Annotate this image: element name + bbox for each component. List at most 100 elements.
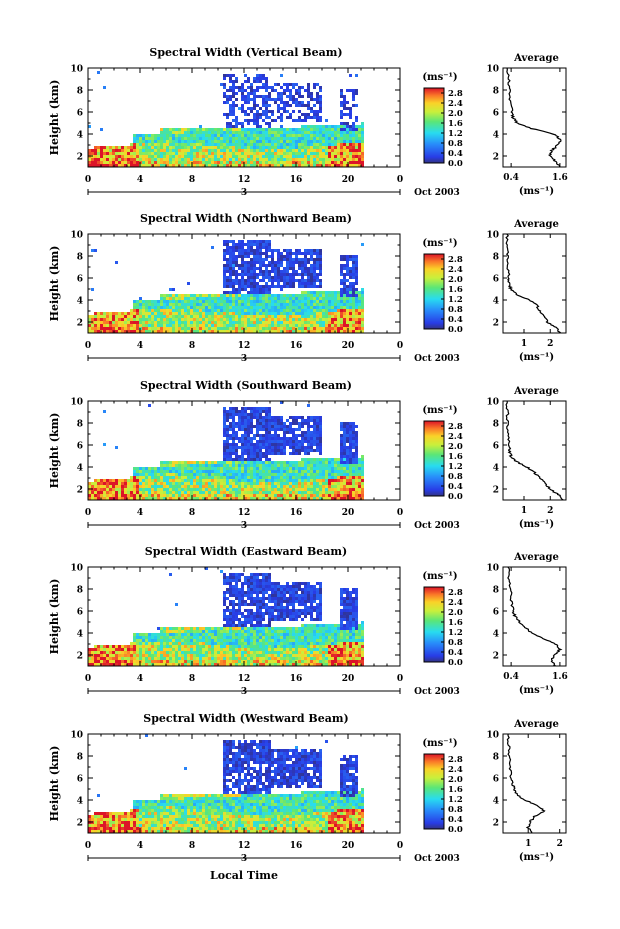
y-tick-label: 4 <box>77 131 83 141</box>
profile-unit: (ms⁻¹) <box>519 852 554 863</box>
x-tick-label: 8 <box>189 674 195 684</box>
panel-title: Spectral Width (Eastward Beam) <box>145 545 347 558</box>
panel-4: Spectral Width (Eastward Beam)0 4 8 12 16 20 0… <box>48 545 568 697</box>
profile-unit: (ms⁻¹) <box>519 519 554 530</box>
profile-y-tick-label: 6 <box>493 608 499 618</box>
colorbar: 0.00.40.81.21.62.02.42.8 (ms⁻¹) <box>422 738 463 835</box>
profile-y-tick-label: 4 <box>493 297 499 307</box>
panel-title: Spectral Width (Northward Beam) <box>140 212 352 225</box>
colorbar-tick-label: 0.0 <box>448 325 463 335</box>
x-tick-label: 0 <box>85 175 91 185</box>
colorbar-tick-label: 2.4 <box>448 432 463 442</box>
profile-y-tick-label: 10 <box>486 731 499 741</box>
x-tick-label: 16 <box>290 508 303 518</box>
profile-x-tick-label: 1.6 <box>552 672 568 682</box>
profile-y-tick-label: 8 <box>493 87 499 97</box>
profile-line <box>506 67 562 168</box>
y-tick-label: 10 <box>70 231 83 241</box>
profile-y-tick-label: 2 <box>493 486 499 496</box>
x-tick-label: 12 <box>238 508 251 518</box>
x-tick-label: 4 <box>137 841 143 851</box>
x-tick-label: 4 <box>137 508 143 518</box>
day-label: 3 <box>241 188 247 198</box>
panel-title: Spectral Width (Southward Beam) <box>140 379 352 392</box>
heatmap-cells <box>88 401 364 500</box>
x-tick-label: 4 <box>137 341 143 351</box>
profile-x-tick-label: 2 <box>547 339 553 349</box>
profile-y-tick-label: 8 <box>493 253 499 263</box>
profile-frame <box>502 566 567 667</box>
profile-title: Average <box>513 53 559 64</box>
y-tick-label: 8 <box>77 586 83 596</box>
profile-title: Average <box>513 719 559 730</box>
colorbar-tick-label: 0.4 <box>448 815 463 825</box>
y-tick-label: 6 <box>77 608 83 618</box>
colorbar-tick-label: 0.0 <box>448 658 463 668</box>
y-tick-label: 2 <box>77 652 83 662</box>
profile-frame <box>502 67 567 168</box>
day-label: 3 <box>241 854 247 864</box>
colorbar-tick-label: 2.0 <box>448 275 463 285</box>
y-tick-label: 2 <box>77 486 83 496</box>
colorbar-tick-label: 0.0 <box>448 159 463 169</box>
x-tick-label: 20 <box>342 841 355 851</box>
profile-unit: (ms⁻¹) <box>519 352 554 363</box>
profile-y-tick-label: 4 <box>493 464 499 474</box>
profile-title: Average <box>513 219 559 230</box>
x-tick-label: 4 <box>137 175 143 185</box>
profile-line <box>505 401 564 501</box>
y-axis-label: Height (km) <box>48 579 61 655</box>
y-tick-label: 6 <box>77 442 83 452</box>
colorbar-tick-label: 0.8 <box>448 305 463 315</box>
panel-title: Spectral Width (Vertical Beam) <box>149 46 342 59</box>
y-axis-label: Height (km) <box>48 80 61 156</box>
colorbar-tick-label: 2.4 <box>448 99 463 109</box>
panel-3: Spectral Width (Southward Beam)0 4 8 12 16 20… <box>48 379 567 531</box>
colorbar: 0.00.40.81.21.62.02.42.8 (ms⁻¹) <box>422 571 463 668</box>
colorbar-tick-label: 1.2 <box>448 628 463 638</box>
colorbar-unit: (ms⁻¹) <box>422 72 457 83</box>
x-tick-label: 16 <box>290 175 303 185</box>
spectral-width-heatmap: 0 4 8 12 16 20 0 2 4 6 8 10 Height (km) 3 Oct 2003 <box>48 231 460 365</box>
y-tick-label: 4 <box>77 630 83 640</box>
profile-y-tick-label: 4 <box>493 131 499 141</box>
x-tick-label: 0 <box>397 341 403 351</box>
colorbar-tick-label: 1.2 <box>448 795 463 805</box>
profile-line <box>507 566 563 667</box>
profile-frame <box>502 233 567 334</box>
x-tick-label: 0 <box>397 674 403 684</box>
profile-title: Average <box>513 552 559 563</box>
x-tick-label: 12 <box>238 841 251 851</box>
profile-y-tick-label: 6 <box>493 775 499 785</box>
profile-x-tick-label: 1 <box>521 506 527 516</box>
colorbar-tick-label: 1.6 <box>448 285 463 295</box>
profile-y-tick-label: 10 <box>486 564 499 574</box>
profile-y-tick-label: 6 <box>493 442 499 452</box>
profile-x-tick-label: 2 <box>547 506 553 516</box>
x-tick-label: 20 <box>342 175 355 185</box>
y-tick-label: 6 <box>77 275 83 285</box>
colorbar-tick-label: 0.4 <box>448 482 463 492</box>
profile-line <box>506 733 546 834</box>
profile-y-tick-label: 4 <box>493 797 499 807</box>
colorbar-unit: (ms⁻¹) <box>422 738 457 749</box>
average-profile: Average 2 4 6 8 10 0.4 1.6 (ms⁻¹) <box>486 552 567 696</box>
x-tick-label: 12 <box>238 341 251 351</box>
profile-y-tick-label: 2 <box>493 153 499 163</box>
colorbar-tick-label: 2.8 <box>448 255 463 265</box>
colorbar-tick-label: 2.0 <box>448 608 463 618</box>
profile-x-tick-label: 0.4 <box>503 173 519 183</box>
colorbar-tick-label: 2.4 <box>448 598 463 608</box>
colorbar-tick-label: 2.8 <box>448 755 463 765</box>
colorbar-tick-label: 0.8 <box>448 472 463 482</box>
colorbar-tick-label: 2.8 <box>448 422 463 432</box>
average-profile: Average 2 4 6 8 10 0.4 1.6 (ms⁻¹) <box>486 53 567 197</box>
y-axis-label: Height (km) <box>48 413 61 489</box>
colorbar-tick-label: 0.4 <box>448 315 463 325</box>
profile-frame <box>502 400 567 501</box>
colorbar-tick-label: 2.0 <box>448 775 463 785</box>
heatmap-cells <box>88 71 364 167</box>
